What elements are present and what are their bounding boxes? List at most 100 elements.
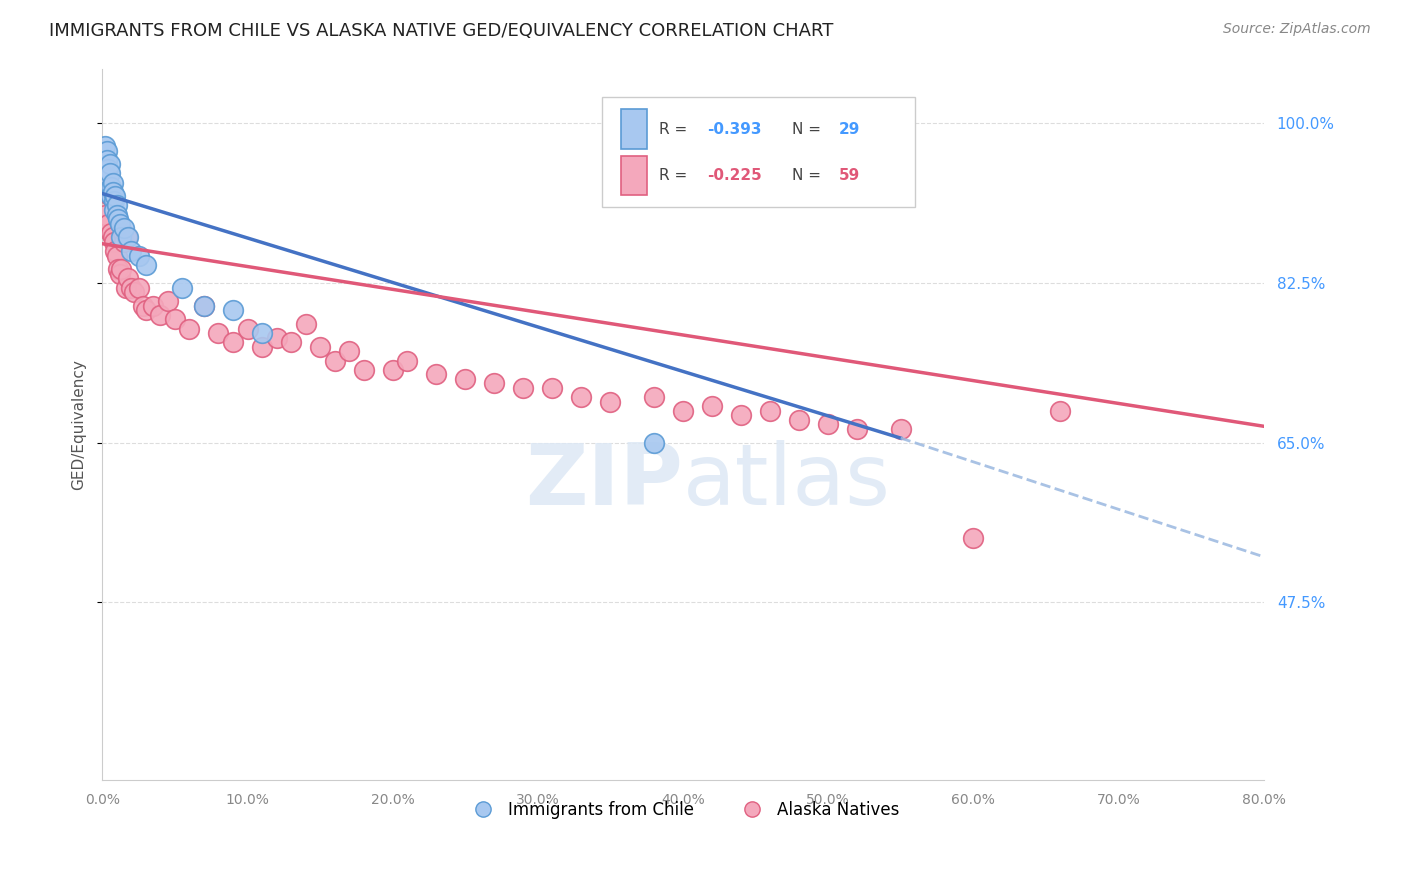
Point bbox=[98, 157, 121, 171]
Point bbox=[98, 189, 121, 203]
Text: N =: N = bbox=[792, 121, 825, 136]
Point bbox=[541, 381, 564, 395]
Point bbox=[172, 280, 194, 294]
Point bbox=[353, 362, 375, 376]
Point bbox=[98, 166, 121, 180]
Point bbox=[569, 390, 592, 404]
Point bbox=[135, 258, 157, 272]
Point bbox=[94, 139, 117, 153]
Point bbox=[105, 249, 128, 263]
Point bbox=[193, 299, 215, 313]
Point bbox=[142, 299, 165, 313]
Text: atlas: atlas bbox=[683, 440, 891, 523]
Point bbox=[110, 262, 132, 277]
Point bbox=[128, 249, 150, 263]
Point bbox=[107, 212, 129, 227]
Point bbox=[207, 326, 229, 340]
Point bbox=[381, 362, 404, 376]
Point bbox=[105, 208, 128, 222]
Point bbox=[120, 280, 142, 294]
Text: Source: ZipAtlas.com: Source: ZipAtlas.com bbox=[1223, 22, 1371, 37]
Point bbox=[94, 208, 117, 222]
Point bbox=[193, 299, 215, 313]
Point bbox=[96, 180, 118, 194]
Text: 29: 29 bbox=[838, 121, 860, 136]
Point bbox=[112, 221, 135, 235]
Text: R =: R = bbox=[658, 121, 692, 136]
Point bbox=[115, 230, 138, 244]
Point bbox=[100, 226, 122, 240]
Point bbox=[108, 267, 131, 281]
Point bbox=[454, 372, 477, 386]
Point bbox=[97, 217, 120, 231]
Point bbox=[97, 171, 120, 186]
Point bbox=[103, 202, 125, 217]
Legend: Immigrants from Chile, Alaska Natives: Immigrants from Chile, Alaska Natives bbox=[460, 794, 907, 825]
Point bbox=[124, 285, 146, 299]
Point bbox=[132, 299, 155, 313]
Point bbox=[128, 280, 150, 294]
Point bbox=[787, 413, 810, 427]
Point bbox=[163, 312, 186, 326]
FancyBboxPatch shape bbox=[621, 110, 647, 149]
Text: -0.393: -0.393 bbox=[707, 121, 762, 136]
Point bbox=[1049, 403, 1071, 417]
Point bbox=[103, 235, 125, 249]
Point bbox=[890, 422, 912, 436]
Point bbox=[101, 230, 124, 244]
Point bbox=[114, 280, 136, 294]
Point bbox=[156, 294, 179, 309]
Point bbox=[96, 153, 118, 167]
Point bbox=[512, 381, 534, 395]
Point bbox=[280, 335, 302, 350]
Point bbox=[309, 340, 332, 354]
Point bbox=[599, 394, 621, 409]
Point bbox=[110, 230, 132, 244]
Text: IMMIGRANTS FROM CHILE VS ALASKA NATIVE GED/EQUIVALENCY CORRELATION CHART: IMMIGRANTS FROM CHILE VS ALASKA NATIVE G… bbox=[49, 22, 834, 40]
Point bbox=[222, 335, 245, 350]
Point bbox=[135, 303, 157, 318]
Point bbox=[759, 403, 782, 417]
Point bbox=[962, 532, 984, 546]
Point bbox=[120, 244, 142, 258]
Text: 59: 59 bbox=[838, 168, 860, 183]
FancyBboxPatch shape bbox=[621, 156, 647, 194]
Text: N =: N = bbox=[792, 168, 825, 183]
Point bbox=[104, 189, 127, 203]
Point bbox=[100, 189, 122, 203]
Point bbox=[100, 180, 122, 194]
Point bbox=[103, 194, 125, 208]
Text: ZIP: ZIP bbox=[526, 440, 683, 523]
Point bbox=[107, 262, 129, 277]
Point bbox=[294, 317, 316, 331]
Point bbox=[250, 340, 273, 354]
Point bbox=[672, 403, 695, 417]
Point bbox=[149, 308, 172, 322]
Point bbox=[101, 176, 124, 190]
Point bbox=[117, 271, 139, 285]
Point bbox=[117, 230, 139, 244]
Point bbox=[222, 303, 245, 318]
Point bbox=[179, 321, 201, 335]
Point bbox=[643, 390, 665, 404]
Text: R =: R = bbox=[658, 168, 692, 183]
Text: -0.225: -0.225 bbox=[707, 168, 762, 183]
Point bbox=[266, 331, 288, 345]
Point bbox=[101, 185, 124, 199]
Point bbox=[97, 161, 120, 176]
Point bbox=[111, 226, 134, 240]
Point bbox=[112, 235, 135, 249]
Point bbox=[250, 326, 273, 340]
Point bbox=[96, 144, 118, 158]
Point bbox=[108, 217, 131, 231]
Point bbox=[104, 244, 127, 258]
Point bbox=[817, 417, 839, 432]
Point bbox=[337, 344, 360, 359]
Point bbox=[730, 409, 752, 423]
Y-axis label: GED/Equivalency: GED/Equivalency bbox=[72, 359, 86, 490]
Point bbox=[105, 198, 128, 212]
Point bbox=[846, 422, 869, 436]
Point bbox=[700, 399, 723, 413]
Point bbox=[236, 321, 259, 335]
Point bbox=[396, 353, 419, 368]
